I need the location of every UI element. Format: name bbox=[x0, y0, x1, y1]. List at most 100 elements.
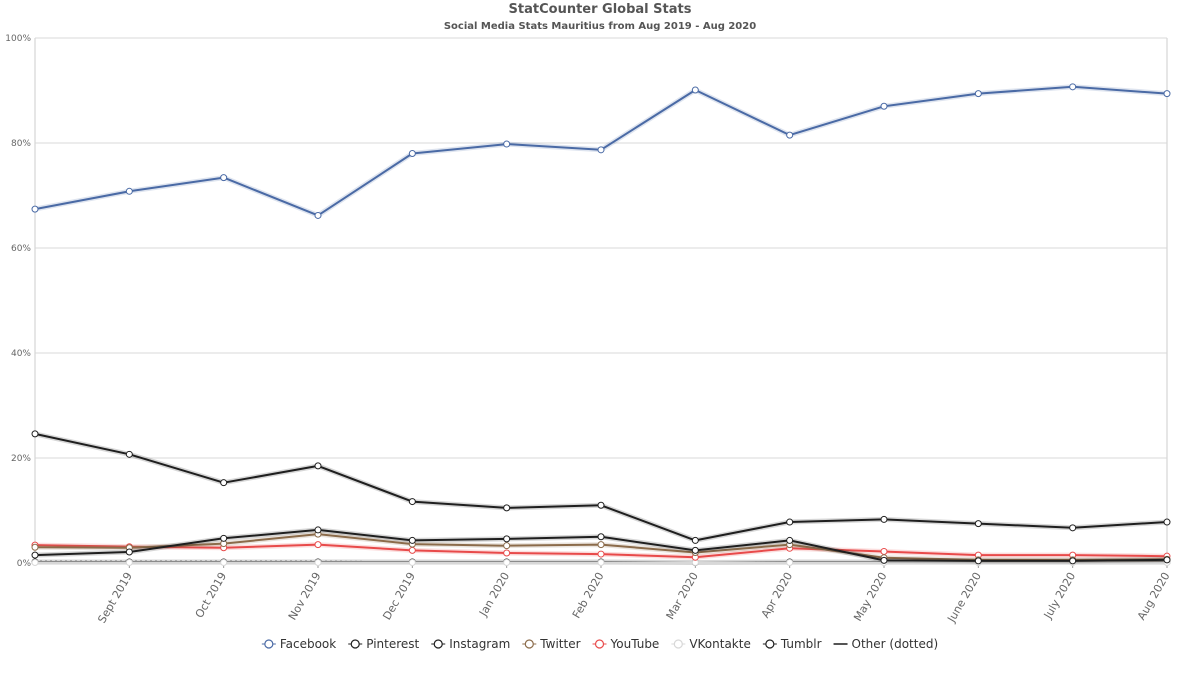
data-point-facebook bbox=[691, 86, 699, 94]
legend-item-pinterest: Pinterest bbox=[348, 637, 420, 651]
data-point-youtube bbox=[880, 547, 888, 555]
data-point-pinterest bbox=[786, 518, 794, 526]
data-point-vkontakte bbox=[314, 558, 322, 566]
x-tick-label: Nov 2019 bbox=[286, 570, 324, 622]
x-tick-label: Aug 2020 bbox=[1135, 570, 1173, 622]
y-tick-label: 100% bbox=[5, 34, 31, 44]
legend-circle-symbol bbox=[524, 639, 534, 649]
data-point-pinterest bbox=[220, 479, 228, 487]
data-point-youtube bbox=[314, 541, 322, 549]
data-point-instagram bbox=[1163, 556, 1171, 564]
data-point-vkontakte bbox=[503, 558, 511, 566]
legend-label: VKontakte bbox=[689, 637, 751, 651]
y-tick-label: 60% bbox=[11, 244, 31, 254]
x-tick-label: Sept 2019 bbox=[95, 570, 135, 625]
data-point-vkontakte bbox=[597, 558, 605, 566]
data-point-facebook bbox=[31, 205, 39, 213]
data-point-facebook bbox=[408, 150, 416, 157]
data-point-instagram bbox=[786, 536, 794, 544]
data-point-youtube bbox=[503, 549, 511, 557]
y-tick-label: 40% bbox=[11, 349, 31, 359]
data-point-instagram bbox=[974, 557, 982, 565]
data-point-instagram bbox=[880, 556, 888, 564]
x-tick-label: May 2020 bbox=[851, 570, 889, 623]
legend-item-vkontakte: VKontakte bbox=[671, 637, 751, 651]
data-point-instagram bbox=[691, 546, 699, 554]
data-point-pinterest bbox=[503, 504, 511, 512]
data-point-facebook bbox=[974, 90, 982, 98]
x-tick-label: June 2020 bbox=[944, 570, 983, 625]
x-axis: Sept 2019 Oct 2019 Nov 2019 Dec 2019 Jan 202… bbox=[95, 563, 1173, 625]
x-tick-label: Dec 2019 bbox=[380, 570, 418, 622]
x-tick-label: Mar 2020 bbox=[664, 570, 701, 622]
data-point-facebook bbox=[314, 211, 322, 219]
y-tick-label: 80% bbox=[11, 139, 31, 149]
data-point-youtube bbox=[408, 546, 416, 554]
legend-circle-symbol bbox=[673, 639, 683, 649]
x-tick-label: Apr 2020 bbox=[759, 570, 796, 620]
data-point-pinterest bbox=[408, 498, 416, 506]
y-tick-label: 0% bbox=[17, 559, 32, 569]
legend-item-instagram: Instagram bbox=[431, 637, 510, 651]
legend-item-facebook: Facebook bbox=[261, 637, 336, 651]
data-point-vkontakte bbox=[786, 558, 794, 566]
data-point-vkontakte bbox=[31, 558, 39, 566]
data-point-vkontakte bbox=[125, 558, 133, 566]
legend-label: Facebook bbox=[280, 637, 336, 651]
data-point-youtube bbox=[597, 550, 605, 558]
data-point-facebook bbox=[220, 174, 228, 182]
data-point-instagram bbox=[314, 526, 322, 534]
data-point-facebook bbox=[597, 146, 605, 154]
legend-label: Instagram bbox=[449, 637, 510, 651]
data-point-pinterest bbox=[974, 520, 982, 528]
data-point-pinterest bbox=[125, 450, 133, 458]
data-point-instagram bbox=[408, 536, 416, 544]
legend-item-other-dotted: Other (dotted) bbox=[833, 637, 939, 651]
data-point-vkontakte bbox=[408, 558, 416, 566]
series-group bbox=[31, 83, 1171, 566]
data-point-instagram bbox=[220, 534, 228, 542]
data-point-instagram bbox=[597, 533, 605, 541]
chart-title: StatCounter Global Stats bbox=[509, 2, 692, 17]
data-point-vkontakte bbox=[220, 558, 228, 566]
legend-label: YouTube bbox=[610, 637, 660, 651]
legend-label: Other (dotted) bbox=[852, 637, 939, 651]
data-point-pinterest bbox=[1069, 524, 1077, 532]
data-point-facebook bbox=[503, 140, 511, 148]
data-point-pinterest bbox=[314, 462, 322, 470]
legend-item-twitter: Twitter bbox=[522, 637, 581, 651]
legend-item-youtube: YouTube bbox=[592, 637, 660, 651]
legend-label: Tumblr bbox=[780, 637, 822, 651]
data-point-pinterest bbox=[691, 536, 699, 544]
data-point-twitter bbox=[597, 541, 605, 549]
legend-circle-symbol bbox=[264, 639, 274, 649]
grid bbox=[34, 37, 1168, 564]
data-point-facebook bbox=[880, 102, 888, 110]
legend-circle-symbol bbox=[350, 639, 360, 649]
x-tick-label: July 2020 bbox=[1041, 570, 1078, 622]
x-tick-label: Oct 2019 bbox=[193, 570, 230, 620]
x-tick-label: Feb 2020 bbox=[570, 570, 607, 621]
data-point-instagram bbox=[503, 535, 511, 543]
x-tick-label: Jan 2020 bbox=[476, 570, 512, 619]
legend-circle-symbol bbox=[594, 639, 605, 649]
chart-subtitle: Social Media Stats Mauritius from Aug 20… bbox=[444, 21, 756, 32]
data-point-facebook bbox=[1163, 90, 1171, 98]
data-point-pinterest bbox=[597, 501, 605, 509]
data-point-facebook bbox=[125, 187, 133, 195]
y-axis: 0% 20% 40% 60% 80% 100% bbox=[5, 34, 31, 569]
data-point-facebook bbox=[1069, 83, 1077, 91]
data-point-pinterest bbox=[31, 430, 39, 438]
series-line-pinterest bbox=[34, 432, 1168, 542]
y-tick-label: 20% bbox=[11, 454, 31, 464]
data-point-twitter bbox=[31, 543, 39, 551]
legend-label: Twitter bbox=[539, 637, 580, 651]
legend-label: Pinterest bbox=[366, 637, 419, 651]
legend-item-tumblr: Tumblr bbox=[762, 637, 822, 651]
legend-circle-symbol bbox=[765, 639, 775, 649]
legend: Facebook Pinterest Instagram Twitter YouTube… bbox=[261, 637, 939, 651]
data-point-pinterest bbox=[1163, 518, 1171, 526]
data-point-twitter bbox=[503, 542, 511, 550]
data-point-facebook bbox=[786, 131, 794, 139]
